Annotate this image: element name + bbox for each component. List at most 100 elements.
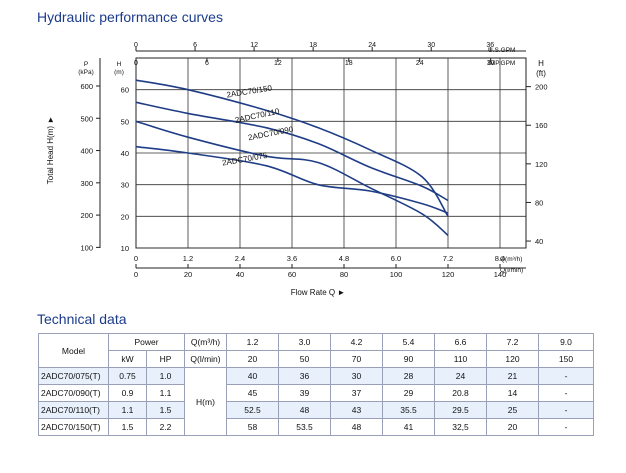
technical-data-title: Technical data xyxy=(37,311,127,327)
x-tick-label-lmin: 120 xyxy=(442,270,455,279)
head-cell: 32,5 xyxy=(434,418,487,436)
kw-header: kW xyxy=(108,350,147,368)
kw-cell: 0.9 xyxy=(108,384,147,402)
x-tick-label-lmin: 0 xyxy=(134,270,138,279)
pressure-tick-label: 400 xyxy=(80,147,93,156)
kw-cell: 1.5 xyxy=(108,418,147,436)
x-axis-title: Flow Rate Q ► xyxy=(291,288,346,297)
q-m3h-cell: 1.2 xyxy=(226,333,279,351)
head-cell: - xyxy=(538,418,594,436)
q-lmin-cell: 90 xyxy=(382,350,435,368)
y-tick-label-head-m: 60 xyxy=(121,86,129,95)
h-label-cell: H(m) xyxy=(184,367,227,436)
head-ft-tick-label: 120 xyxy=(535,160,548,169)
y-tick-label-head-m: 10 xyxy=(121,244,129,253)
x-tick-label-m3h: 6.0 xyxy=(391,254,401,263)
head-cell: 29 xyxy=(382,384,435,402)
y-axis-title: Total Head H(m) ► xyxy=(46,116,55,184)
usgpm-tick-label: 18 xyxy=(309,42,317,49)
q-lmin-cell: 150 xyxy=(538,350,594,368)
head-ft-axis-letter: H xyxy=(538,59,544,68)
usgpm-tick-label: 36 xyxy=(486,42,494,49)
table-header-row: Model Power Q(m³/h) 1.2 3.0 4.2 5.4 6.6 … xyxy=(38,333,594,368)
q-lmin-cell: 50 xyxy=(278,350,331,368)
kw-cell: 0.75 xyxy=(108,367,147,385)
q-lmin-cell: 120 xyxy=(486,350,539,368)
power-header: Power xyxy=(108,333,185,351)
head-cell: 48 xyxy=(278,401,331,419)
head-ft-tick-label: 200 xyxy=(535,83,548,92)
head-cell: - xyxy=(538,384,594,402)
impgpm-unit-label: IMP.GPM xyxy=(488,60,515,67)
x-axis-unit-m3h: Q(m³/h) xyxy=(500,256,522,263)
y-tick-label-head-m: 20 xyxy=(121,212,129,221)
x-tick-label-lmin: 20 xyxy=(184,270,192,279)
x-tick-label-m3h: 0 xyxy=(134,254,138,263)
chart-title: Hydraulic performance curves xyxy=(37,9,223,25)
head-cell: - xyxy=(538,367,594,385)
pressure-axis-unit: (kPa) xyxy=(78,69,94,76)
head-cell: 40 xyxy=(226,367,279,385)
q-m3h-header: Q(m³/h) xyxy=(184,333,227,351)
q-m3h-cell: 7.2 xyxy=(486,333,539,351)
q-m3h-cell: 6.6 xyxy=(434,333,487,351)
usgpm-tick-label: 0 xyxy=(134,42,138,49)
table-subheader-row: kW HP Q(l/min) 20 50 70 90 110 120 150 xyxy=(39,350,594,368)
q-lmin-header: Q(l/min) xyxy=(184,350,227,368)
head-cell: 36 xyxy=(278,367,331,385)
table-row: 2ADC70/075(T) 0.75 1.0 H(m) 40 36 30 28 … xyxy=(38,367,594,436)
head-m-axis-unit: (m) xyxy=(114,69,124,76)
y-tick-label-head-m: 30 xyxy=(121,181,129,190)
q-m3h-cell: 4.2 xyxy=(330,333,383,351)
model-cell: 2ADC70/090(T) xyxy=(38,384,109,402)
head-cell: 14 xyxy=(486,384,539,402)
pressure-tick-label: 600 xyxy=(80,82,93,91)
x-tick-label-lmin: 40 xyxy=(236,270,244,279)
usgpm-unit-label: U.S.GPM xyxy=(488,47,515,54)
pressure-axis-letter: P xyxy=(84,61,88,68)
head-cell: 20 xyxy=(486,418,539,436)
usgpm-tick-label: 24 xyxy=(368,42,376,49)
pressure-tick-label: 100 xyxy=(80,243,93,252)
head-m-axis-letter: H xyxy=(117,61,122,68)
head-cell: 39 xyxy=(278,384,331,402)
x-tick-label-m3h: 2.4 xyxy=(235,254,245,263)
model-cell: 2ADC70/110(T) xyxy=(38,401,109,419)
impgpm-tick-label: 12 xyxy=(274,60,282,67)
impgpm-tick-label: 6 xyxy=(205,60,209,67)
head-ft-tick-label: 160 xyxy=(535,121,548,130)
x-tick-label-m3h: 8.4 xyxy=(495,254,505,263)
x-tick-label-m3h: 3.6 xyxy=(287,254,297,263)
head-cell: 43 xyxy=(330,401,383,419)
model-cell: 2ADC70/150(T) xyxy=(38,418,109,436)
head-ft-tick-label: 80 xyxy=(535,198,543,207)
x-tick-label-m3h: 1.2 xyxy=(183,254,193,263)
hp-cell: 2.2 xyxy=(146,418,185,436)
head-cell: 30 xyxy=(330,367,383,385)
q-lmin-cell: 20 xyxy=(226,350,279,368)
impgpm-tick-label: 18 xyxy=(345,60,353,67)
head-ft-tick-label: 40 xyxy=(535,237,543,246)
usgpm-tick-label: 12 xyxy=(250,42,258,49)
x-tick-label-lmin: 80 xyxy=(340,270,348,279)
series-line xyxy=(135,79,449,217)
x-tick-label-m3h: 4.8 xyxy=(339,254,349,263)
q-m3h-cell: 9.0 xyxy=(538,333,594,351)
head-cell: 48 xyxy=(330,418,383,436)
pressure-tick-label: 500 xyxy=(80,114,93,123)
hp-cell: 1.0 xyxy=(146,367,185,385)
q-lmin-cell: 110 xyxy=(434,350,487,368)
head-ft-axis-unit: (ft) xyxy=(536,69,546,78)
head-cell: 28 xyxy=(382,367,435,385)
table-row: 2ADC70/110(T) 1.1 1.5 52.5 48 43 35.5 29… xyxy=(38,401,594,419)
hp-header: HP xyxy=(146,350,185,368)
impgpm-tick-label: 30 xyxy=(487,60,495,67)
q-m3h-cell: 5.4 xyxy=(382,333,435,351)
usgpm-tick-label: 6 xyxy=(193,42,197,49)
head-cell: 29.5 xyxy=(434,401,487,419)
y-tick-label-head-m: 40 xyxy=(121,149,129,158)
kw-cell: 1.1 xyxy=(108,401,147,419)
pressure-tick-label: 300 xyxy=(80,179,93,188)
head-cell: 53.5 xyxy=(278,418,331,436)
